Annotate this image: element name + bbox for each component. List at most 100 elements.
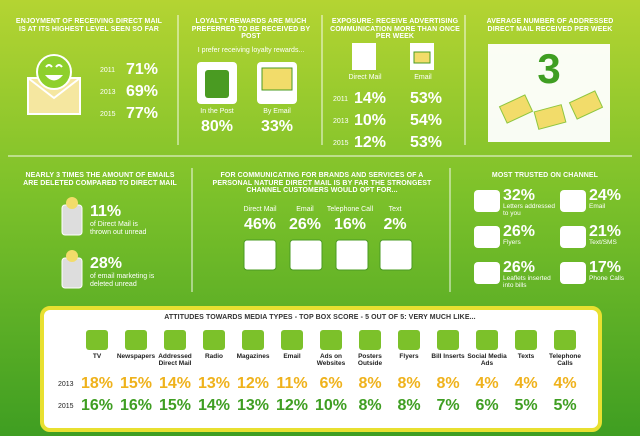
percent: 18% (80, 375, 114, 392)
media-icon (86, 330, 108, 350)
panel-title: MOST TRUSTED ON CHANNEL (491, 172, 599, 179)
percent: 26% (503, 259, 536, 276)
percent: 53% (410, 134, 443, 151)
column-label: Telephone Calls (548, 353, 582, 368)
percent: 32% (503, 187, 536, 204)
percent: 8% (358, 397, 382, 414)
column-label: Newspapers (116, 353, 156, 360)
description: of email marketing is deleted unread (90, 273, 155, 288)
percent: 12% (236, 375, 270, 392)
column-label: Direct Mail (348, 74, 382, 81)
media-icon (203, 330, 225, 350)
percent: 46% (243, 216, 277, 233)
percent: 14% (158, 375, 192, 392)
percent: 54% (410, 112, 443, 129)
description: Text/SMS (589, 239, 617, 246)
column-label: Texts (517, 353, 535, 360)
media-icon (515, 330, 537, 350)
year: 2015 (100, 111, 116, 118)
description: Letters addressed to you (503, 203, 556, 218)
panel-title: FOR COMMUNICATING FOR BRANDS AND SERVICE… (212, 172, 432, 195)
column-label: Flyers (399, 353, 419, 360)
description: Leaflets inserted into bills (503, 275, 551, 290)
column-label: Radio (204, 353, 224, 360)
channel-label: Text (388, 206, 402, 213)
percent: 4% (514, 375, 538, 392)
percent: 16% (119, 397, 153, 414)
percent: 15% (119, 375, 153, 392)
media-icon (320, 330, 342, 350)
average-value: 3 (537, 45, 561, 92)
percent: 16% (333, 216, 367, 233)
percent: 4% (475, 375, 499, 392)
percent: 77% (126, 105, 159, 122)
percent: 71% (126, 61, 159, 78)
year: 2015 (333, 140, 349, 147)
column-label: Email (283, 353, 301, 360)
panel-title: ENJOYMENT OF RECEIVING DIRECT MAIL IS AT… (15, 18, 163, 33)
percent: 8% (436, 375, 460, 392)
percent: 26% (288, 216, 322, 233)
percent: 14% (197, 397, 231, 414)
subtitle: I prefer receiving loyalty rewards... (197, 47, 305, 54)
percent: 12% (275, 397, 309, 414)
percent: 21% (589, 223, 622, 240)
year: 2015 (58, 403, 74, 410)
column-label: Magazines (236, 353, 270, 360)
percent: 80% (200, 118, 234, 135)
year: 2011 (100, 67, 116, 74)
percent: 8% (397, 375, 421, 392)
channel-label: Email (296, 206, 314, 213)
percent: 15% (158, 397, 192, 414)
media-icon (359, 330, 381, 350)
media-icon (554, 330, 576, 350)
percent: 13% (197, 375, 231, 392)
media-icon (242, 330, 264, 350)
percent: 11% (276, 375, 308, 392)
percent: 17% (589, 259, 622, 276)
percent: 69% (126, 83, 159, 100)
percent: 11% (90, 203, 122, 220)
column-label: Posters Outside (357, 353, 383, 368)
panel-title: EXPOSURE: RECEIVE ADVERTISING COMMUNICAT… (330, 18, 460, 41)
media-icon (125, 330, 147, 350)
option-label: By Email (263, 108, 291, 115)
year: 2013 (100, 89, 116, 96)
description: Email (589, 203, 606, 210)
description: of Direct Mail is thrown out unread (90, 221, 147, 236)
percent: 7% (436, 397, 460, 414)
media-icon (476, 330, 498, 350)
percent: 6% (475, 397, 499, 414)
media-icon (437, 330, 459, 350)
percent: 14% (354, 90, 387, 107)
panel-title: AVERAGE NUMBER OF ADDRESSED DIRECT MAIL … (486, 18, 614, 33)
percent: 10% (314, 397, 348, 414)
option-label: In the Post (200, 108, 234, 115)
channel-label: Telephone Call (326, 206, 374, 213)
percent: 4% (553, 375, 577, 392)
channel-label: Direct Mail (243, 206, 277, 213)
percent: 53% (410, 90, 443, 107)
media-icon (281, 330, 303, 350)
column-label: Email (414, 74, 432, 81)
column-label: Bill Inserts (431, 353, 465, 360)
column-label: TV (92, 353, 102, 360)
column-label: Social Media Ads (467, 353, 507, 368)
percent: 5% (553, 397, 577, 414)
panel-title: NEARLY 3 TIMES THE AMOUNT OF EMAILS ARE … (23, 172, 177, 187)
percent: 2% (383, 216, 407, 233)
percent: 28% (90, 255, 123, 272)
column-label: Ads on Websites (316, 353, 346, 368)
percent: 10% (354, 112, 387, 129)
panel-title: LOYALTY REWARDS ARE MUCH PREFERRED TO BE… (191, 18, 311, 41)
percent: 13% (236, 397, 270, 414)
year: 2013 (333, 118, 349, 125)
percent: 8% (358, 375, 382, 392)
media-icon (164, 330, 186, 350)
percent: 16% (80, 397, 114, 414)
description: Phone Calls (589, 275, 625, 282)
percent: 5% (514, 397, 538, 414)
percent: 26% (503, 223, 536, 240)
